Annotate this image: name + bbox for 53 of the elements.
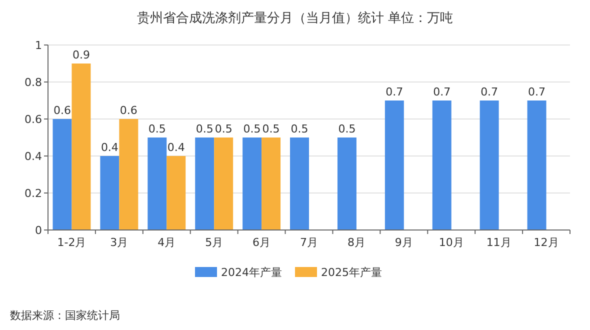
bar	[100, 156, 120, 230]
data-label: 0.6	[120, 104, 138, 117]
data-label: 0.5	[214, 122, 232, 136]
y-tick-label: 0.4	[24, 150, 42, 163]
bar	[148, 138, 167, 230]
bar	[214, 138, 234, 230]
x-tick-label: 11月	[486, 236, 512, 249]
data-label: 0.4	[167, 141, 185, 154]
x-tick-label: 12月	[534, 236, 559, 249]
bar	[384, 100, 404, 230]
x-tick-label: 6月	[252, 236, 271, 249]
x-tick-label: 5月	[205, 236, 224, 249]
data-label: 0.5	[290, 122, 308, 136]
x-tick-label: 9月	[394, 236, 413, 249]
data-label: 0.7	[433, 86, 451, 98]
bar	[527, 100, 546, 230]
bar	[166, 156, 186, 230]
bar	[262, 138, 281, 230]
x-tick-label: 4月	[158, 236, 176, 249]
x-tick-label: 3月	[110, 236, 128, 249]
data-label: 0.7	[386, 86, 404, 98]
bar	[72, 64, 91, 230]
bar	[119, 119, 138, 230]
data-label: 0.5	[148, 122, 166, 136]
bar	[480, 100, 499, 230]
x-tick-label: 7月	[300, 236, 318, 249]
data-label: 0.5	[262, 122, 280, 136]
x-tick-label: 10月	[438, 236, 464, 249]
source-note: 数据来源：国家统计局	[10, 309, 120, 322]
bar	[290, 138, 309, 230]
data-label: 0.9	[72, 48, 90, 62]
bar	[52, 119, 72, 230]
bar	[432, 100, 452, 230]
data-label: 0.7	[528, 86, 546, 98]
data-label: 0.5	[338, 122, 356, 136]
data-label: 0.4	[100, 141, 118, 154]
data-label: 0.7	[480, 86, 498, 98]
data-label: 0.6	[53, 104, 71, 117]
y-tick-label: 0.6	[24, 113, 42, 126]
y-tick-label: 0	[35, 224, 42, 237]
y-tick-label: 1	[35, 39, 42, 52]
data-label: 0.5	[243, 122, 261, 136]
data-label: 0.5	[196, 122, 214, 136]
bar	[337, 138, 356, 230]
bar	[195, 138, 214, 230]
y-tick-label: 0.8	[24, 76, 42, 89]
x-tick-label: 1-2月	[57, 236, 86, 249]
legend-label: 2024年产量	[221, 266, 282, 279]
legend-label: 2025年产量	[321, 266, 382, 279]
y-tick-label: 0.2	[24, 187, 42, 200]
chart-title: 贵州省合成洗涤剂产量分月（当月值）统计 单位：万吨	[136, 10, 454, 26]
x-tick-label: 8月	[347, 236, 366, 249]
bar	[242, 138, 262, 230]
